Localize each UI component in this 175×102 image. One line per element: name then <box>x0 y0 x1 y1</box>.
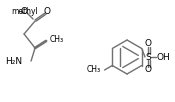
Text: CH₃: CH₃ <box>86 65 100 74</box>
Text: S: S <box>145 53 151 62</box>
Text: O: O <box>21 8 28 17</box>
Text: methyl: methyl <box>11 8 38 17</box>
Text: O: O <box>145 39 152 48</box>
Text: H₂N: H₂N <box>5 58 22 67</box>
Text: CH₃: CH₃ <box>50 35 64 44</box>
Text: O: O <box>44 8 51 17</box>
Text: O: O <box>145 65 152 74</box>
Text: OH: OH <box>156 53 170 62</box>
